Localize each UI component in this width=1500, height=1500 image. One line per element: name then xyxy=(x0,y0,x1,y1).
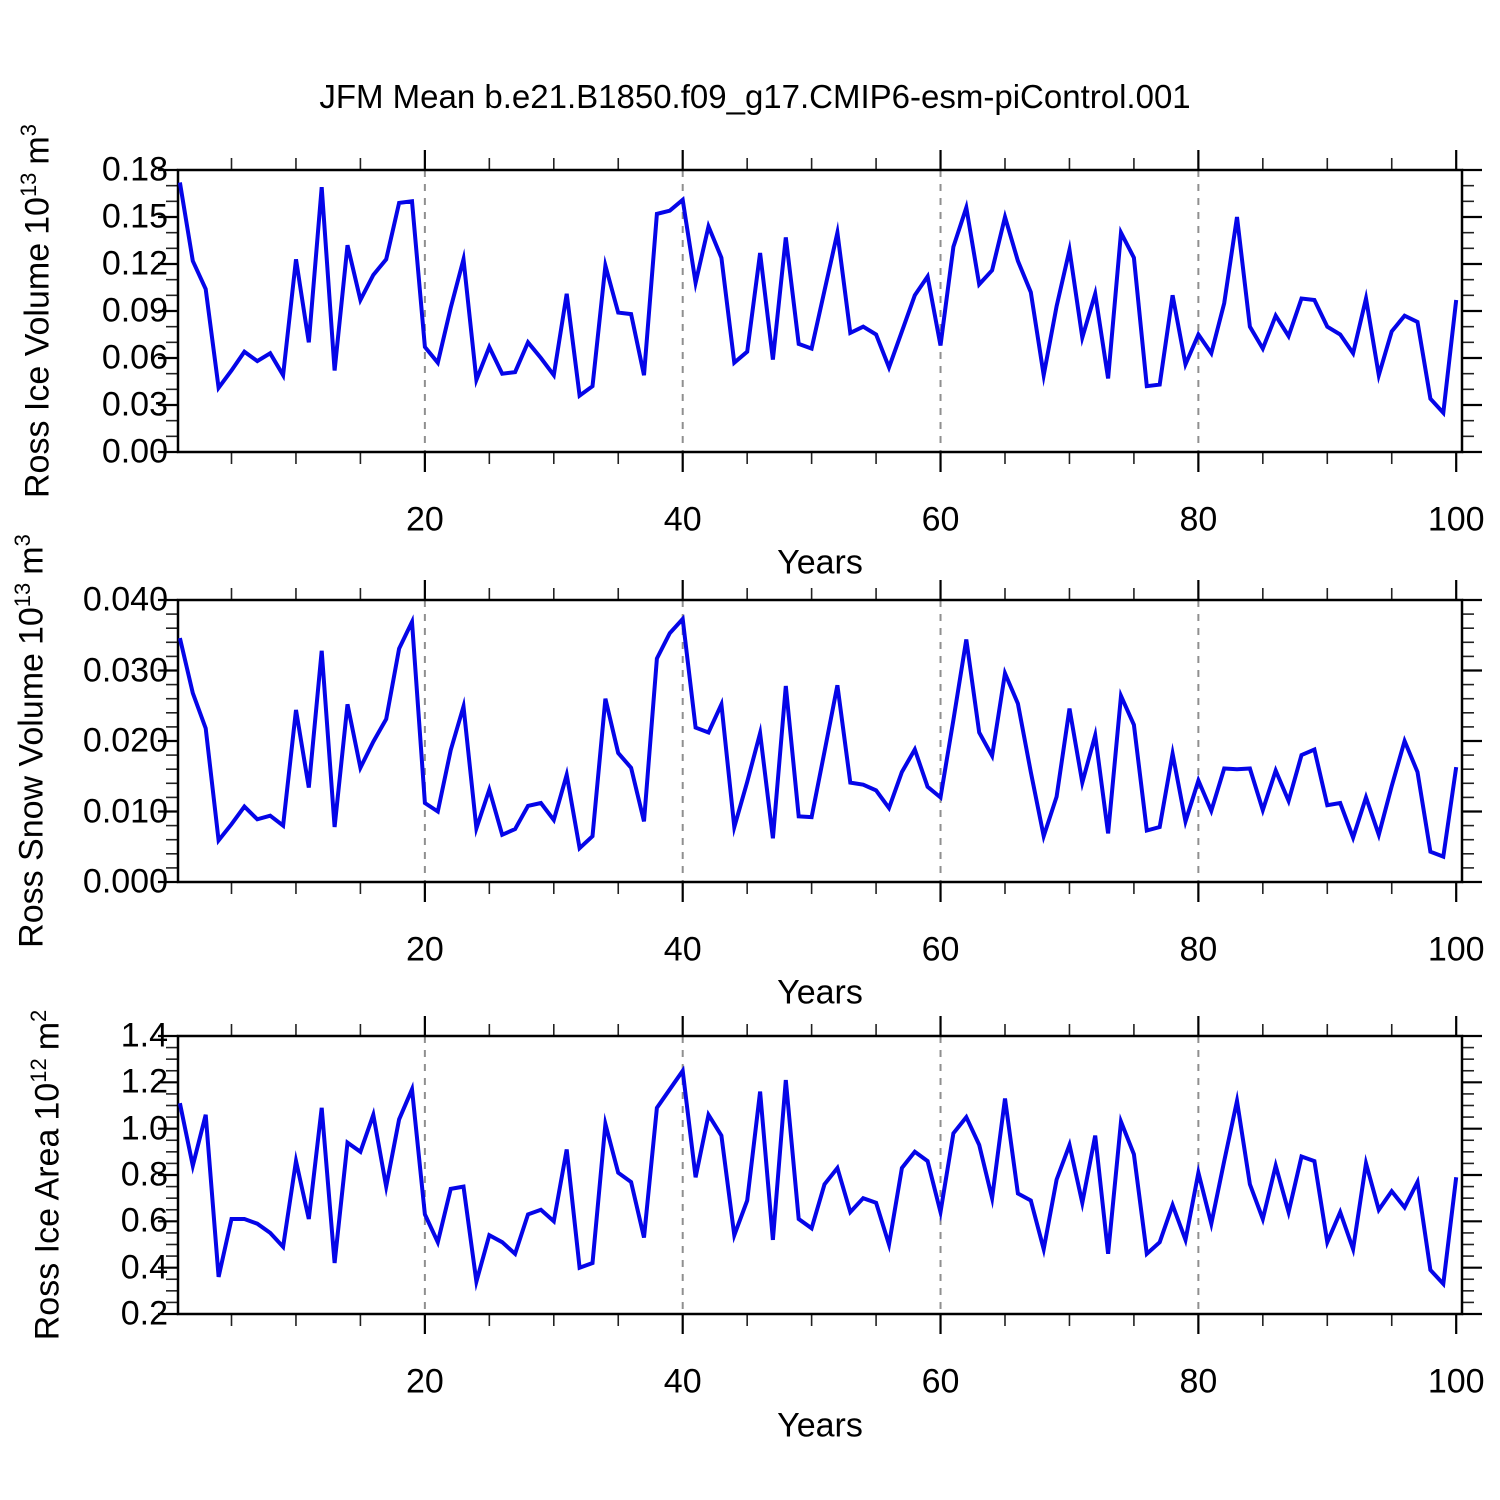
x-tick-label: 100 xyxy=(1427,1362,1485,1401)
x-tick-label: 80 xyxy=(1179,930,1218,969)
y-axis-unit-exponent: 3 xyxy=(16,123,42,137)
y-tick-label: 0.00 xyxy=(101,432,168,471)
figure-title: JFM Mean b.e21.B1850.f09_g17.CMIP6-esm-p… xyxy=(319,78,1191,115)
y-tick-label: 0.2 xyxy=(120,1294,168,1333)
y-tick-label: 0.020 xyxy=(82,721,168,760)
x-tick-label: 100 xyxy=(1427,930,1485,969)
x-tick-label: 80 xyxy=(1179,1362,1218,1401)
y-tick-label: 1.0 xyxy=(120,1109,168,1148)
y-tick-label: 0.010 xyxy=(82,792,168,830)
y-axis-unit: m3 xyxy=(10,534,51,575)
y-tick-label: 0.06 xyxy=(101,338,168,377)
x-tick-label: 20 xyxy=(405,930,444,969)
x-tick-label: 80 xyxy=(1179,500,1218,539)
y-tick-label: 0.4 xyxy=(120,1248,168,1287)
plot-frame-ross-ice-volume xyxy=(176,168,1464,454)
plot-frame-ross-ice-area xyxy=(176,1034,1464,1316)
y-tick-label: 0.000 xyxy=(82,862,168,901)
y-tick-label: 0.09 xyxy=(101,291,168,330)
y-tick-label: 0.03 xyxy=(101,385,168,424)
y-tick-label: 1.4 xyxy=(120,1016,168,1055)
ross-ice-volume-line xyxy=(177,182,1459,418)
x-tick-label: 40 xyxy=(663,930,702,969)
x-tick-label: 40 xyxy=(663,1362,702,1401)
x-tick-label: 40 xyxy=(663,500,702,539)
y-axis-unit-exponent: 3 xyxy=(10,534,36,547)
x-tick-label: 60 xyxy=(921,500,960,539)
x-tick-label: 20 xyxy=(405,1362,444,1401)
y-tick-label: 0.15 xyxy=(101,197,168,236)
x-tick-label: 60 xyxy=(921,1362,960,1401)
x-axis-title-panel1: Years xyxy=(777,543,863,582)
y-tick-label: 0.12 xyxy=(101,244,168,283)
x-axis-title-panel2: Years xyxy=(777,973,863,1012)
y-tick-label: 0.18 xyxy=(101,150,168,189)
plot-frame-ross-snow-volume xyxy=(176,598,1464,884)
ross-snow-volume-line xyxy=(177,614,1459,860)
x-tick-label: 100 xyxy=(1427,500,1485,539)
y-tick-label: 0.6 xyxy=(120,1201,168,1240)
y-tick-label: 0.8 xyxy=(120,1155,168,1194)
x-tick-label: 60 xyxy=(921,930,960,969)
y-tick-label: 1.2 xyxy=(120,1062,168,1101)
y-tick-label: 0.040 xyxy=(82,580,168,619)
y-tick-label: 0.030 xyxy=(82,651,168,689)
ross-ice-area-line xyxy=(177,1065,1459,1292)
x-axis-title-panel3: Years xyxy=(777,1406,863,1445)
x-tick-label: 20 xyxy=(405,500,444,539)
